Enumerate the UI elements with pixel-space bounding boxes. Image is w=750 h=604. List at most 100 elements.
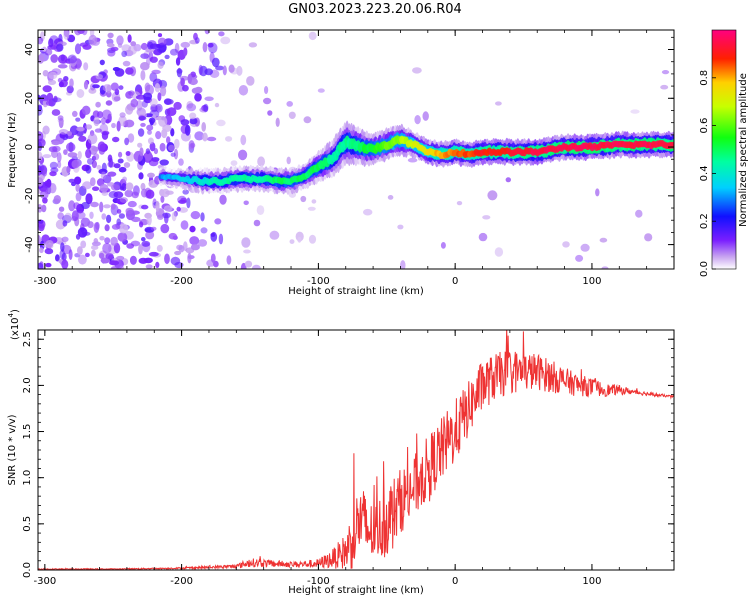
noise-speckle [107,32,114,39]
noise-speckle [297,236,302,243]
noise-speckle [110,266,119,269]
noise-speckle [200,227,208,234]
noise-speckle [89,211,94,219]
noise-speckle [124,119,135,128]
noise-speckle [85,148,92,159]
spectrogram-x-label: Height of straight line (km) [288,286,424,297]
noise-speckle [63,30,70,40]
noise-speckle [76,130,84,137]
noise-speckle [122,176,127,182]
noise-speckle [397,224,404,230]
noise-speckle [213,260,219,268]
noise-speckle [56,152,62,163]
noise-speckle [125,67,134,75]
noise-speckle [186,197,191,209]
noise-speckle [168,144,175,152]
noise-speckle [123,162,131,168]
noise-speckle [90,177,96,187]
noise-speckle [127,200,137,208]
noise-speckle [112,67,120,72]
noise-speckle [117,43,123,48]
noise-speckle [161,128,168,139]
noise-speckle [82,44,92,50]
noise-speckle [74,176,82,185]
noise-speckle [160,85,167,97]
noise-speckle [156,43,167,54]
noise-speckle [311,199,317,204]
noise-speckle [246,76,255,86]
noise-speckle [236,65,243,76]
noise-speckle [138,244,143,255]
noise-speckle [128,90,135,96]
noise-speckle [487,190,498,201]
noise-speckle [140,122,146,127]
noise-speckle [300,195,307,203]
noise-speckle [201,122,206,132]
noise-speckle [38,151,43,161]
noise-speckle [107,43,115,48]
noise-speckle [85,124,93,130]
noise-speckle [42,85,52,93]
noise-speckle [159,159,169,166]
noise-speckle [121,50,128,58]
colorbar-tick-label: 0.8 [699,70,710,86]
noise-speckle [109,260,120,266]
noise-speckle [85,193,93,205]
x-tick-label: -100 [307,576,330,587]
noise-speckle [99,201,104,213]
noise-speckle [194,37,200,44]
y-tick-label: 1.0 [22,470,33,486]
noise-speckle [60,54,65,62]
noise-speckle [113,191,124,199]
noise-speckle [86,158,94,165]
noise-speckle [635,209,643,218]
x-tick-label: -300 [33,276,56,287]
noise-speckle [117,158,124,164]
y-tick-label: 0.0 [22,562,33,578]
snr-y-ticks: 0.0 0.5 1.0 1.5 2.0 2.5 [22,331,674,578]
noise-speckle [149,98,158,107]
noise-speckle [75,183,80,192]
noise-speckle [124,137,129,146]
noise-speckle [178,158,184,166]
noise-speckle [147,137,154,145]
noise-speckle [68,141,74,153]
noise-speckle [243,249,251,254]
colorbar-ticks: 0.0 0.2 0.4 0.6 0.8 [699,70,716,277]
noise-speckle [71,181,76,187]
noise-speckle [87,221,94,229]
y-tick-label: 0.5 [22,516,33,532]
noise-speckle [214,218,222,225]
y-tick-label: 2.5 [22,331,33,347]
noise-speckle [456,201,463,206]
noise-speckle [58,129,69,135]
noise-speckle [92,146,100,152]
noise-speckle [48,71,58,80]
noise-speckle [67,152,78,158]
noise-speckle [90,201,99,208]
noise-speckle [275,117,280,128]
noise-speckle [251,264,261,269]
noise-speckle [125,151,131,156]
noise-speckle [81,30,88,36]
noise-speckle [61,252,67,261]
noise-speckle [99,252,105,259]
noise-speckle [180,220,189,230]
y-tick-label: -40 [24,236,35,252]
noise-speckle [127,34,132,43]
noise-speckle [194,131,205,141]
noise-speckle [412,67,422,74]
noise-speckle [174,250,182,256]
noise-speckle [147,129,152,135]
noise-speckle [414,115,421,125]
noise-speckle [58,33,63,44]
noise-speckle [286,101,294,107]
snr-x-ticks: -300 -200 -100 0 100 [33,330,675,587]
noise-speckle [95,101,101,108]
noise-speckle [93,222,100,234]
noise-speckle [62,220,68,227]
noise-speckle [71,215,77,222]
noise-speckle [190,211,201,220]
noise-speckle [50,54,58,63]
